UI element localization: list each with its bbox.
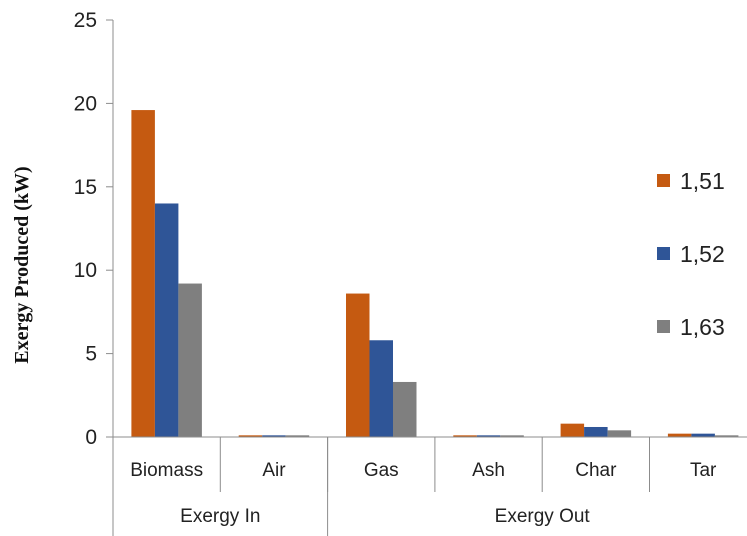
y-tick-label: 20 <box>74 92 97 115</box>
bar-ash-series-3 <box>500 435 524 437</box>
legend-label: 1,63 <box>680 314 725 340</box>
x-axis: Biomass Air Gas Ash Char Tar Exergy In Exergy O… <box>112 436 747 536</box>
x-category-label: Air <box>262 460 286 481</box>
bar-biomass-series-1 <box>131 110 155 437</box>
x-group-label: Exergy In <box>180 506 260 527</box>
bar-tar-series-2 <box>691 433 715 437</box>
legend: 1,51 1,52 1,63 <box>657 168 725 340</box>
y-tick-label: 0 <box>85 426 97 449</box>
x-group-label: Exergy Out <box>495 506 591 527</box>
legend-label: 1,52 <box>680 241 725 267</box>
x-category-label: Gas <box>364 460 399 481</box>
bar-gas-series-2 <box>369 340 393 437</box>
bar-air-series-1 <box>238 435 263 437</box>
x-category-label: Tar <box>690 460 717 481</box>
y-axis-title: Exergy Produced (kW) <box>11 166 33 363</box>
bars <box>131 110 739 437</box>
y-tick-label: 5 <box>85 343 97 366</box>
bar-ash-series-1 <box>453 435 477 437</box>
legend-swatch <box>657 174 670 187</box>
bar-air-series-2 <box>262 435 286 437</box>
x-category-label: Biomass <box>130 460 203 481</box>
bar-biomass-series-2 <box>154 203 179 437</box>
bar-biomass-series-3 <box>178 283 202 437</box>
bar-tar-series-1 <box>667 433 692 437</box>
y-tick-label: 25 <box>74 9 97 32</box>
bar-char-series-2 <box>584 426 608 437</box>
bar-air-series-3 <box>285 435 310 437</box>
bar-tar-series-3 <box>714 435 739 437</box>
legend-swatch <box>657 247 670 260</box>
legend-swatch <box>657 320 670 333</box>
bar-gas-series-1 <box>346 293 370 437</box>
x-category-label: Ash <box>472 460 505 481</box>
x-category-label: Char <box>575 460 617 481</box>
y-axis: 0 5 10 15 20 25 <box>74 9 114 449</box>
y-tick-label: 10 <box>74 259 97 282</box>
bar-char-series-3 <box>607 430 632 437</box>
bar-char-series-1 <box>560 423 585 437</box>
legend-label: 1,51 <box>680 168 725 194</box>
bar-ash-series-2 <box>476 435 501 437</box>
y-tick-label: 15 <box>74 176 97 199</box>
bar-gas-series-3 <box>393 381 417 437</box>
